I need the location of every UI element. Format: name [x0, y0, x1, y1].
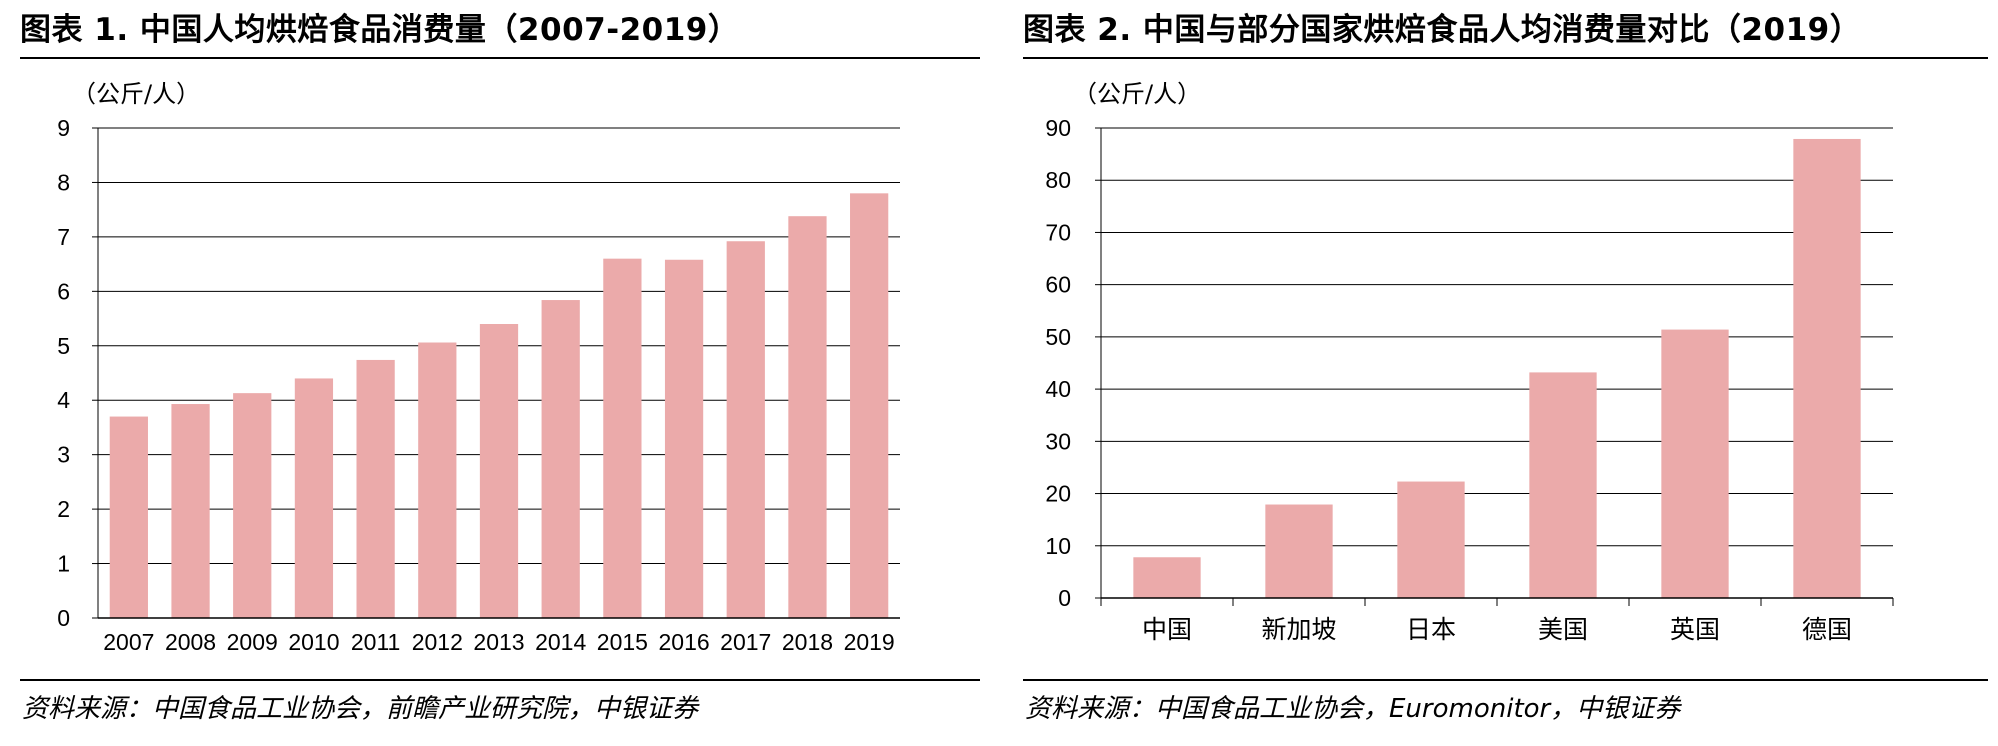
chart-title: 图表 2. 中国与部分国家烘焙食品人均消费量对比（2019） — [1023, 12, 1862, 48]
bar — [233, 393, 272, 618]
x-tick-label: 2007 — [103, 629, 154, 655]
y-tick-label: 70 — [1045, 219, 1071, 245]
y-tick-label: 5 — [57, 333, 70, 359]
bar-chart-left: （公斤/人） 0 1 2 3 4 5 6 7 8 9 2007 2008 2009 2010 2011 2012… — [57, 80, 900, 655]
chart-panel-left: 图表 1. 中国人均烘焙食品消费量（2007-2019） （公斤/人） 0 1 2 3 4… — [0, 0, 990, 746]
x-tick-label: 2012 — [412, 629, 463, 655]
y-tick-label: 20 — [1045, 481, 1071, 507]
bar — [726, 241, 765, 618]
bar — [850, 193, 889, 619]
x-tick-label: 2018 — [782, 629, 833, 655]
bar — [1265, 504, 1333, 598]
y-unit-label: （公斤/人） — [72, 80, 200, 108]
y-tick-label: 40 — [1045, 376, 1071, 402]
x-tick-label: 英国 — [1670, 616, 1720, 644]
x-tick-label: 2010 — [288, 629, 339, 655]
chart-title: 图表 1. 中国人均烘焙食品消费量（2007-2019） — [20, 12, 740, 48]
bar — [109, 416, 148, 618]
bar — [356, 359, 395, 618]
bar — [479, 324, 519, 618]
bar — [171, 404, 210, 618]
x-tick-label: 2013 — [473, 629, 524, 655]
source-rule — [1023, 679, 1988, 681]
bar — [1793, 138, 1861, 598]
x-tick-label: 日本 — [1406, 616, 1456, 644]
bar — [294, 378, 334, 618]
bar — [603, 258, 642, 618]
y-tick-label: 2 — [57, 496, 70, 522]
x-tick-label: 2016 — [658, 629, 709, 655]
y-tick-label: 7 — [57, 224, 70, 250]
y-tick-label: 1 — [57, 551, 70, 577]
y-tick-label: 6 — [57, 278, 70, 304]
bar — [1529, 372, 1597, 598]
source-rule — [20, 679, 980, 681]
bar — [1397, 481, 1465, 598]
y-tick-label: 30 — [1045, 428, 1071, 454]
y-tick-label: 50 — [1045, 324, 1071, 350]
y-tick-label: 60 — [1045, 272, 1071, 298]
x-tick-label: 2014 — [535, 629, 586, 655]
x-tick-label: 美国 — [1538, 616, 1588, 644]
bar — [788, 216, 827, 618]
y-tick-label: 0 — [1058, 585, 1071, 611]
y-tick-label: 8 — [57, 169, 70, 195]
bar — [664, 259, 704, 618]
x-tick-label: 2017 — [720, 629, 771, 655]
x-tick-label: 德国 — [1802, 616, 1852, 644]
y-tick-label: 10 — [1045, 533, 1071, 559]
x-tick-label: 2009 — [227, 629, 278, 655]
chart-panel-right: 图表 2. 中国与部分国家烘焙食品人均消费量对比（2019） （公斤/人） 0 10… — [1003, 0, 1998, 746]
bar-chart-right: （公斤/人） 0 10 20 30 40 50 60 70 80 90 中国 新加坡 日本 美国 英国 德国 — [1045, 80, 1894, 644]
bar — [541, 300, 580, 618]
x-tick-label: 2015 — [597, 629, 648, 655]
x-tick-label: 2011 — [351, 629, 400, 655]
x-tick-label: 新加坡 — [1261, 616, 1336, 644]
source-note: 资料来源：中国食品工业协会，前瞻产业研究院，中银证券 — [22, 694, 699, 724]
bar — [1661, 329, 1729, 598]
y-tick-label: 3 — [57, 442, 70, 468]
bar — [1133, 557, 1201, 598]
source-note: 资料来源：中国食品工业协会，Euromonitor，中银证券 — [1025, 694, 1681, 724]
y-tick-label: 80 — [1045, 167, 1071, 193]
y-tick-label: 4 — [57, 387, 70, 413]
y-tick-label: 90 — [1045, 115, 1071, 141]
x-tick-label: 中国 — [1142, 616, 1192, 644]
x-tick-label: 2008 — [165, 629, 216, 655]
bar — [418, 342, 457, 618]
y-tick-label: 0 — [57, 605, 70, 631]
y-unit-label: （公斤/人） — [1073, 80, 1201, 108]
x-tick-label: 2019 — [844, 629, 895, 655]
y-tick-label: 9 — [57, 115, 70, 141]
title-rule — [1023, 57, 1988, 59]
title-rule — [20, 57, 980, 59]
